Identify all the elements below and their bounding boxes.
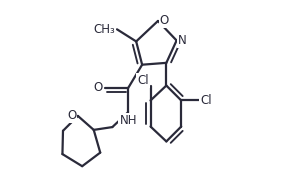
Text: NH: NH: [120, 114, 137, 127]
Text: O: O: [94, 81, 103, 94]
Text: CH₃: CH₃: [94, 23, 115, 36]
Text: N: N: [178, 34, 187, 47]
Text: O: O: [160, 14, 169, 27]
Text: O: O: [67, 109, 76, 122]
Text: Cl: Cl: [137, 74, 149, 88]
Text: Cl: Cl: [200, 94, 212, 107]
